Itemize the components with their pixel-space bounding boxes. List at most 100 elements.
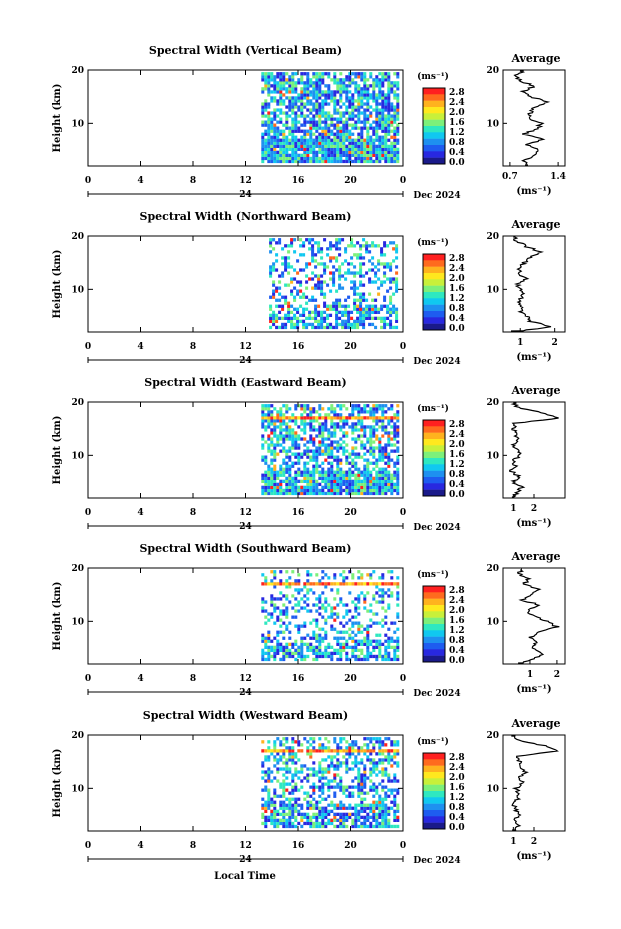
heatmap-cell [387, 120, 391, 124]
heatmap-cell [318, 111, 322, 115]
heatmap-cell [342, 422, 346, 426]
heatmap-cell [348, 806, 352, 810]
heatmap-cell [324, 821, 328, 826]
heatmap-cell [333, 767, 337, 771]
heatmap-cell [348, 609, 352, 613]
heatmap-cell [357, 785, 361, 789]
heatmap-cell [360, 102, 364, 106]
heatmap-cell [267, 153, 271, 157]
heatmap-cell [327, 87, 331, 91]
heatmap-cell [303, 72, 307, 76]
heatmap-cell [315, 123, 319, 127]
heatmap-cell [279, 81, 283, 85]
heatmap-cell [300, 111, 304, 115]
heatmap-cell [282, 84, 286, 88]
colorbar-segment [423, 445, 445, 452]
heatmap-cell [330, 470, 334, 474]
heatmap-cell [312, 648, 316, 652]
heatmap-cell [384, 473, 388, 477]
heatmap-cell [354, 488, 358, 493]
heatmap-cell [351, 452, 355, 456]
heatmap-cell [279, 755, 283, 759]
heatmap-cell [264, 809, 268, 813]
heatmap-cell [369, 485, 373, 489]
heatmap-cell [264, 615, 268, 619]
heatmap-cell [306, 740, 310, 744]
heatmap-cell [345, 99, 349, 103]
heatmap-cell [354, 455, 358, 459]
heatmap-cell [312, 467, 316, 471]
heatmap-cell [261, 410, 265, 414]
heatmap-cell [390, 81, 394, 85]
heatmap-cell [312, 812, 316, 816]
heatmap-cell [291, 132, 295, 136]
heatmap-cell [336, 404, 340, 408]
heatmap-cell [360, 105, 364, 109]
heatmap-cell [303, 479, 307, 483]
heatmap-cell [381, 407, 385, 411]
heatmap-cell [389, 325, 393, 330]
heatmap-cell [366, 416, 370, 420]
heatmap-cell [275, 304, 279, 308]
heatmap-cell [384, 449, 388, 453]
heatmap-cell [357, 72, 361, 76]
heatmap-cell [345, 129, 349, 133]
heatmap-cell [303, 461, 307, 465]
heatmap-cell [348, 96, 352, 100]
heatmap-cell [288, 464, 292, 468]
heatmap-cell [357, 407, 361, 411]
heatmap-cell [335, 241, 339, 245]
heatmap-cell [282, 72, 286, 76]
heatmap-cell [329, 322, 333, 327]
heatmap-cell [396, 431, 400, 435]
heatmap-cell [348, 752, 352, 756]
heatmap-cell [387, 473, 391, 477]
heatmap-cell [330, 615, 334, 619]
heatmap-cell [384, 824, 388, 829]
heatmap-cell [372, 120, 376, 124]
heatmap-cell [305, 286, 309, 290]
heatmap-cell [300, 102, 304, 106]
heatmap-cell [306, 746, 310, 750]
heatmap-cell [348, 582, 352, 586]
colorbar-tick-label: 2.0 [449, 773, 465, 783]
heatmap-cell [374, 271, 378, 275]
heatmap-cell [366, 743, 370, 747]
heatmap-cell [273, 153, 277, 157]
heatmap-cell [273, 573, 277, 577]
heatmap-cell [303, 642, 307, 646]
heatmap-cell [270, 141, 274, 145]
heatmap-cell [336, 806, 340, 810]
heatmap-cell [354, 657, 358, 662]
heatmap-cell [324, 72, 328, 76]
heatmap-cell [363, 81, 367, 85]
heatmap-cell [366, 633, 370, 637]
heatmap-cell [267, 746, 271, 750]
heatmap-cell [345, 434, 349, 438]
heatmap-cell [390, 806, 394, 810]
heatmap-cell [333, 764, 337, 768]
heatmap-cell [387, 458, 391, 462]
heatmap-cell [333, 740, 337, 744]
heatmap-cell [351, 806, 355, 810]
heatmap-cell [321, 114, 325, 118]
heatmap-cell [372, 81, 376, 85]
heatmap-cell [315, 90, 319, 94]
heatmap-cell [387, 737, 391, 741]
heatmap-cell [288, 159, 292, 164]
heatmap-cell [294, 141, 298, 145]
heatmap-cell [282, 603, 286, 607]
heatmap-cell [393, 129, 397, 133]
heatmap-cell [371, 256, 375, 260]
heatmap-cell [291, 791, 295, 795]
heatmap-cell [296, 271, 300, 275]
heatmap-cell [362, 307, 366, 311]
heatmap-cell [291, 452, 295, 456]
heatmap-cell [396, 81, 400, 85]
colorbar-unit: (ms⁻¹) [417, 736, 449, 747]
heatmap-cell [342, 570, 346, 574]
heatmap-cell [291, 99, 295, 103]
heatmap-cell [291, 761, 295, 765]
heatmap-cell [288, 473, 292, 477]
heatmap-cell [273, 135, 277, 139]
